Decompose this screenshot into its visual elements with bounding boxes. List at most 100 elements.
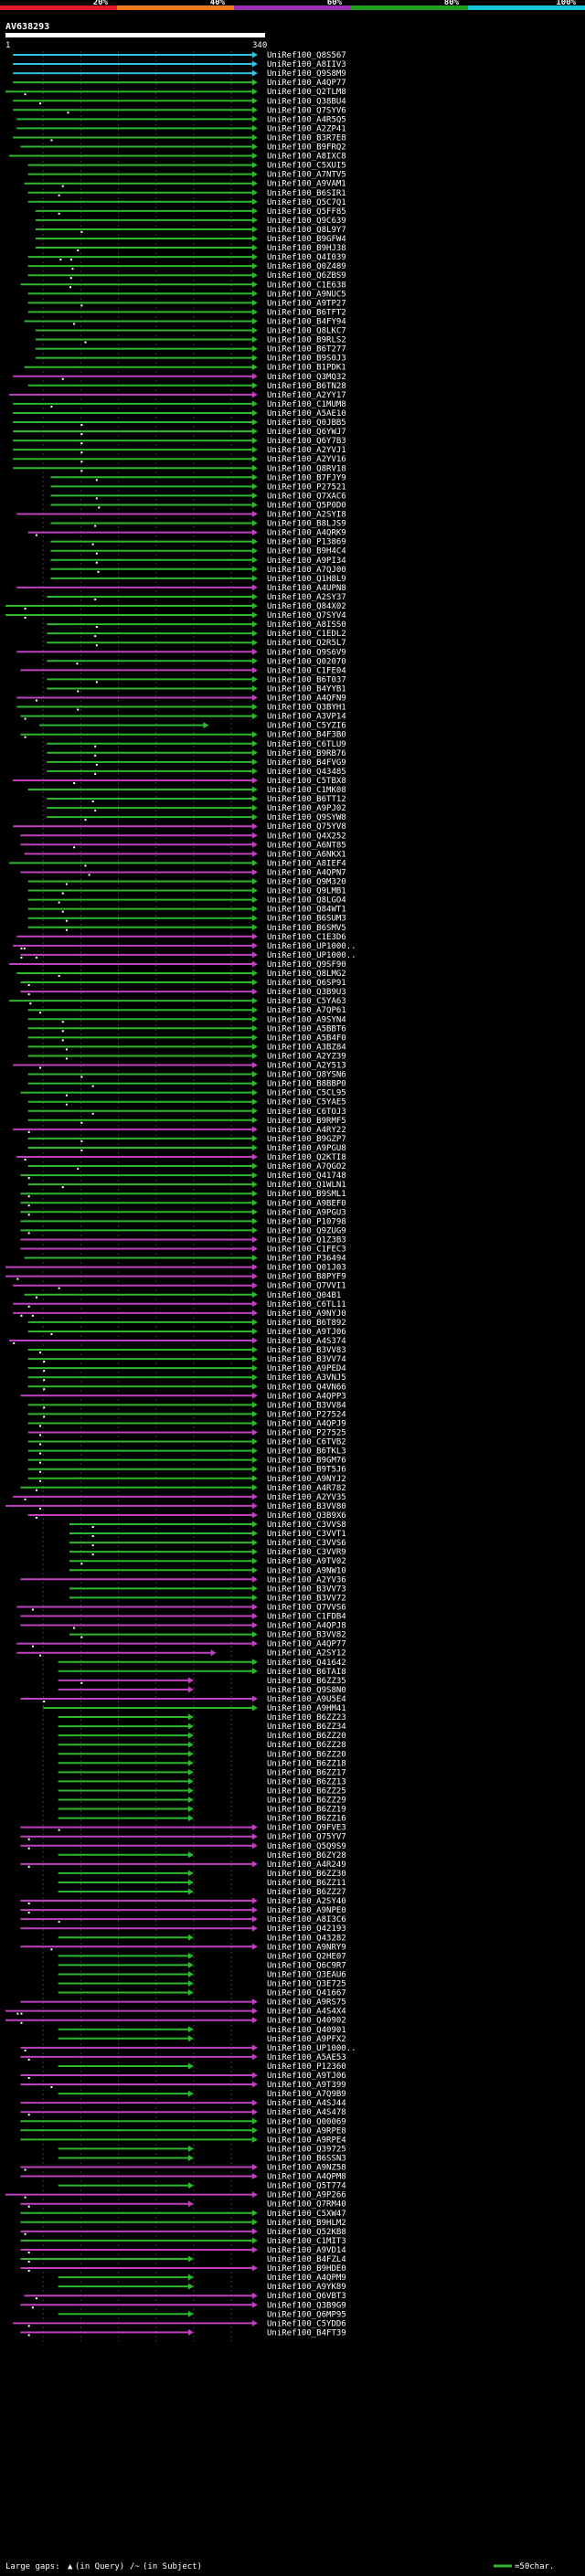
hit-row[interactable]: UniRef100_A8ISS0 (47, 620, 346, 630)
hit-row[interactable]: UniRef100_B8BBP0 (27, 1080, 346, 1089)
hit-row[interactable]: UniRef100_B3VV84 (27, 1401, 346, 1410)
hit-label[interactable]: UniRef100_A9NPE0 (267, 1906, 346, 1915)
hit-label[interactable]: UniRef100_Q3EAU6 (267, 1970, 346, 1979)
hit-row[interactable]: UniRef100_B9SML1 (20, 1190, 346, 1199)
hit-label[interactable]: UniRef100_Q6MP95 (267, 2310, 346, 2319)
hit-row[interactable]: UniRef100_P27525 (27, 1429, 346, 1438)
hit-row[interactable]: UniRef100_B6TN28 (27, 382, 346, 391)
hit-row[interactable]: UniRef100_A2YY17 (9, 391, 346, 400)
hit-label[interactable]: UniRef100_A9NZ58 (267, 2164, 346, 2173)
hit-label[interactable]: UniRef100_Q41748 (267, 1171, 346, 1181)
hit-row[interactable]: UniRef100_Q8RV18 (13, 464, 346, 473)
hit-label[interactable]: UniRef100_A8IEF4 (267, 859, 346, 868)
hit-row[interactable]: UniRef100_A4R249 (20, 1860, 346, 1870)
hit-label[interactable]: UniRef100_B6TN28 (267, 382, 346, 391)
hit-label[interactable]: UniRef100_Q43485 (267, 768, 346, 777)
hit-row[interactable]: UniRef100_Q8L9Y7 (35, 226, 346, 235)
hit-row[interactable]: UniRef100_Q41667 (58, 1989, 346, 1998)
hit-row[interactable]: UniRef100_A5BBT6 (27, 1024, 346, 1034)
hit-label[interactable]: UniRef100_C5XW47 (267, 2210, 346, 2219)
hit-label[interactable]: UniRef100_A8IIV3 (267, 60, 346, 69)
hit-row[interactable]: UniRef100_A9TV02 (69, 1557, 346, 1566)
hit-label[interactable]: UniRef100_Q8LKC7 (267, 327, 346, 336)
hit-label[interactable]: UniRef100_B4F3B0 (267, 731, 346, 740)
hit-row[interactable]: UniRef100_Q8S567 (13, 51, 346, 60)
hit-row[interactable]: UniRef100_A4QPJ8 (20, 1622, 346, 1631)
hit-label[interactable]: UniRef100_Q9SF90 (267, 960, 346, 970)
hit-label[interactable]: UniRef100_B6SIR1 (267, 189, 346, 198)
hit-row[interactable]: UniRef100_A9PED4 (27, 1364, 346, 1373)
hit-row[interactable]: UniRef100_B6ZZ20 (58, 1732, 346, 1741)
hit-label[interactable]: UniRef100_B9GZP7 (267, 1135, 346, 1144)
hit-label[interactable]: UniRef100_C1MUM8 (267, 400, 346, 409)
hit-label[interactable]: UniRef100_A4UPN8 (267, 584, 346, 593)
hit-label[interactable]: UniRef100_C3VVR9 (267, 1548, 346, 1557)
hit-row[interactable]: UniRef100_B3VV73 (69, 1585, 346, 1594)
hit-row[interactable]: UniRef100_Q9S8M9 (13, 69, 346, 79)
hit-row[interactable]: UniRef100_A2SY40 (20, 1897, 346, 1906)
hit-row[interactable]: UniRef100_B6ZZ25 (58, 1786, 346, 1796)
hit-label[interactable]: UniRef100_A9PI34 (267, 557, 346, 566)
hit-row[interactable]: UniRef100_B9HDE0 (20, 2264, 346, 2274)
hit-label[interactable]: UniRef100_B9H4C4 (267, 547, 346, 557)
hit-row[interactable]: UniRef100_Q38BU4 (13, 97, 346, 106)
hit-label[interactable]: UniRef100_Q8LMG2 (267, 970, 346, 979)
hit-label[interactable]: UniRef100_A3VNJ5 (267, 1373, 346, 1383)
hit-label[interactable]: UniRef100_C6TVB2 (267, 1438, 346, 1447)
hit-row[interactable]: UniRef100_UP1000.. (20, 2044, 356, 2053)
hit-label[interactable]: UniRef100_Q9LMB1 (267, 887, 346, 896)
hit-label[interactable]: UniRef100_B3VV80 (267, 1502, 346, 1511)
hit-row[interactable]: UniRef100_Q9LMB1 (27, 887, 346, 896)
hit-row[interactable]: UniRef100_B6ZZ19 (58, 1806, 346, 1815)
hit-row[interactable]: UniRef100_B6SUM3 (27, 915, 346, 924)
hit-row[interactable]: UniRef100_Q0JBB5 (13, 419, 346, 428)
hit-row[interactable]: UniRef100_Q9S6V9 (16, 648, 346, 657)
hit-row[interactable]: UniRef100_A9SYN4 (27, 1015, 346, 1024)
hit-row[interactable]: UniRef100_B6ZZ16 (58, 1815, 346, 1824)
hit-label[interactable]: UniRef100_B6ZZ29 (267, 1797, 346, 1806)
hit-label[interactable]: UniRef100_Q3MQ32 (267, 373, 346, 382)
hit-label[interactable]: UniRef100_B9GM76 (267, 1457, 346, 1466)
hit-label[interactable]: UniRef100_B6ZZ11 (267, 1879, 346, 1888)
hit-label[interactable]: UniRef100_Q84WT1 (267, 906, 346, 915)
hit-label[interactable]: UniRef100_Q40901 (267, 2026, 346, 2035)
hit-row[interactable]: UniRef100_A4QP77 (16, 1640, 346, 1649)
hit-row[interactable]: UniRef100_C1EDL2 (47, 630, 346, 639)
hit-label[interactable]: UniRef100_Q8S567 (267, 51, 346, 60)
hit-label[interactable]: UniRef100_A9TV02 (267, 1557, 346, 1566)
hit-row[interactable]: UniRef100_A9NYJ2 (27, 1475, 346, 1484)
hit-label[interactable]: UniRef100_B1PDK1 (267, 364, 346, 373)
hit-label[interactable]: UniRef100_Q8L9Y7 (267, 226, 346, 235)
hit-row[interactable]: UniRef100_B8LJS9 (50, 520, 346, 529)
hit-row[interactable]: UniRef100_A7QJ00 (50, 566, 346, 575)
hit-row[interactable]: UniRef100_A4QP77 (13, 79, 346, 88)
hit-label[interactable]: UniRef100_A2YVJ1 (267, 446, 346, 455)
hit-row[interactable]: UniRef100_C5YAE5 (27, 1098, 346, 1108)
hit-row[interactable]: UniRef100_C5XUI5 (27, 162, 346, 171)
hit-row[interactable]: UniRef100_C5TBX8 (13, 777, 346, 786)
hit-row[interactable]: UniRef100_B9HLM2 (20, 2219, 346, 2228)
hit-label[interactable]: UniRef100_C3VVS8 (267, 1521, 346, 1530)
hit-row[interactable]: UniRef100_A9PGU3 (20, 1208, 346, 1217)
hit-label[interactable]: UniRef100_A7QGO2 (267, 1162, 346, 1171)
hit-row[interactable]: UniRef100_Q6MP95 (58, 2310, 346, 2319)
hit-label[interactable]: UniRef100_A5AE10 (267, 409, 346, 419)
hit-label[interactable]: UniRef100_B8PYF9 (267, 1273, 346, 1282)
hit-label[interactable]: UniRef100_Q5P0D0 (267, 501, 346, 510)
hit-row[interactable]: UniRef100_C6TL11 (13, 1300, 346, 1309)
hit-label[interactable]: UniRef100_Q7VVS6 (267, 1603, 346, 1612)
hit-row[interactable]: UniRef100_Q8YSN6 (27, 1071, 346, 1080)
hit-label[interactable]: UniRef100_B8BBP0 (267, 1080, 346, 1089)
hit-row[interactable]: UniRef100_A8I3C6 (20, 1915, 346, 1924)
hit-label[interactable]: UniRef100_A4QPP3 (267, 1392, 346, 1401)
hit-row[interactable]: UniRef100_A2ZP41 (16, 124, 346, 133)
hit-label[interactable]: UniRef100_Q9S6V9 (267, 648, 346, 657)
hit-row[interactable]: UniRef100_C3VVS8 (69, 1521, 346, 1530)
hit-row[interactable]: UniRef100_B6TAI8 (58, 1668, 346, 1677)
hit-row[interactable]: UniRef100_Q43485 (47, 768, 346, 777)
hit-row[interactable]: UniRef100_A9PFX2 (58, 2035, 346, 2044)
hit-label[interactable]: UniRef100_A2YV36 (267, 1575, 346, 1585)
hit-label[interactable]: UniRef100_B6ZZ20 (267, 1732, 346, 1741)
hit-row[interactable]: UniRef100_A2SY37 (47, 593, 346, 602)
hit-row[interactable]: UniRef100_B4FT39 (20, 2328, 346, 2337)
